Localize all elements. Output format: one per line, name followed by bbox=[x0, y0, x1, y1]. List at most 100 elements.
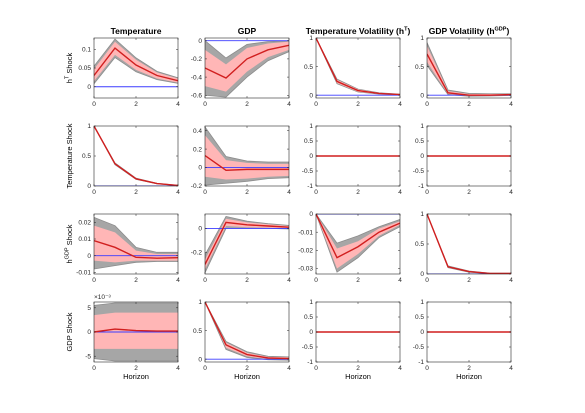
y-tick-label: -0.5 bbox=[413, 344, 425, 351]
subplot-r1c3: 10.50-0.5-10 2 4 bbox=[413, 123, 513, 196]
median-response-line bbox=[94, 328, 178, 333]
plot-area bbox=[205, 126, 289, 186]
y-tick-label: 0.5 bbox=[415, 241, 424, 248]
x-tick-label: 2 bbox=[134, 277, 138, 284]
y-tick-label: -5 bbox=[85, 353, 91, 360]
x-tick-label: 4 bbox=[176, 101, 180, 108]
gray-credible-band bbox=[316, 38, 400, 96]
x-tick-label: 2 bbox=[467, 277, 471, 284]
pink-credible-band bbox=[205, 41, 289, 92]
title-superscript: T bbox=[404, 27, 408, 33]
median-response-line bbox=[205, 154, 289, 172]
y-tick-label: 0 bbox=[198, 38, 202, 45]
x-tick-label: 2 bbox=[245, 277, 249, 284]
x-tick-label: 2 bbox=[134, 365, 138, 372]
y-tick-label: -0.6 bbox=[191, 92, 203, 99]
title-end: ) bbox=[407, 26, 410, 36]
y-tick-label: -0.4 bbox=[191, 74, 203, 81]
y-tick-label: -0.5 bbox=[413, 168, 425, 175]
gray-credible-band bbox=[427, 214, 511, 274]
gray-credible-band bbox=[205, 302, 289, 361]
y-tick-label: 1 bbox=[420, 299, 424, 306]
x-tick-label: 2 bbox=[467, 365, 471, 372]
x-tick-label: 0 bbox=[425, 365, 429, 372]
x-tick-label: 4 bbox=[398, 101, 402, 108]
x-tick-label: 2 bbox=[134, 189, 138, 196]
x-tick-label: 0 bbox=[314, 101, 318, 108]
median-response-line bbox=[94, 239, 178, 259]
x-tick-label: 0 bbox=[425, 189, 429, 196]
y-tick-label: 0 bbox=[309, 329, 313, 336]
x-tick-label: 4 bbox=[287, 277, 291, 284]
x-tick-label: 0 bbox=[314, 365, 318, 372]
x-tick-label: 0 bbox=[92, 365, 96, 372]
median-response-line bbox=[94, 126, 178, 186]
x-tick-label: 4 bbox=[509, 365, 513, 372]
subplot-r0c2: 0 0.5 1 0 2 4 Temperature Volatility (hT) bbox=[304, 26, 411, 108]
axes-box bbox=[93, 125, 179, 187]
pink-credible-band bbox=[205, 135, 289, 180]
y-tick-label: 1 bbox=[309, 123, 313, 130]
y-tick-label: -1 bbox=[418, 359, 424, 366]
y-tick-label: 0 bbox=[309, 153, 313, 160]
title-main: Temperature Volatility (h bbox=[306, 26, 404, 36]
row-label: Temperature Shock bbox=[65, 123, 74, 188]
title-end: ) bbox=[506, 26, 509, 36]
y-tick-label: 1 bbox=[309, 299, 313, 306]
row-label-main: h bbox=[65, 79, 74, 83]
y-tick-label: 0.5 bbox=[82, 153, 91, 160]
x-tick-label: 4 bbox=[287, 101, 291, 108]
title-superscript: GDP bbox=[495, 27, 507, 33]
pink-credible-band bbox=[427, 214, 511, 274]
x-tick-label: 4 bbox=[176, 189, 180, 196]
subplot-r1c2: 10.50-0.5-10 2 4 bbox=[302, 123, 402, 196]
y-tick-label: -1 bbox=[307, 183, 313, 190]
median-response-line bbox=[427, 53, 511, 96]
y-tick-label: 0 bbox=[198, 165, 202, 172]
x-tick-label: 0 bbox=[203, 101, 207, 108]
x-tick-label: 4 bbox=[287, 365, 291, 372]
row-label: hGDP Shock bbox=[65, 224, 75, 263]
y-tick-label: 0.5 bbox=[304, 64, 313, 71]
median-response-line bbox=[316, 38, 400, 96]
x-tick-label: 0 bbox=[425, 101, 429, 108]
y-tick-label: 0.5 bbox=[304, 314, 313, 321]
x-tick-label: 4 bbox=[398, 365, 402, 372]
plot-area bbox=[94, 38, 178, 88]
subplot-r2c3: 1 0.5 00 2 4 bbox=[415, 211, 513, 284]
subplot-title: Temperature Volatility (hT) bbox=[306, 26, 411, 36]
x-tick-label: 0 bbox=[92, 189, 96, 196]
median-response-line bbox=[316, 214, 400, 259]
y-tick-label: 0.5 bbox=[415, 314, 424, 321]
y-tick-label: -0.01 bbox=[76, 270, 91, 277]
y-tick-label: -1 bbox=[307, 359, 313, 366]
x-axis-label: Horizon bbox=[123, 372, 149, 381]
y-tick-label: -0.5 bbox=[302, 344, 314, 351]
subplot-r2c2: 0-0.01-0.02-0.030 2 4 bbox=[298, 211, 402, 284]
pink-credible-band bbox=[316, 214, 400, 269]
y-tick-label: -0.02 bbox=[298, 248, 313, 255]
y-tick-label: 0 bbox=[198, 226, 202, 233]
y-tick-label: 0 bbox=[309, 92, 313, 99]
subplot-r2c1: 0 -0.2 0 2 4 bbox=[191, 213, 291, 284]
y-tick-label: 0 bbox=[87, 329, 91, 336]
x-tick-label: 4 bbox=[509, 277, 513, 284]
median-response-line bbox=[205, 44, 289, 79]
y-tick-label: 1 bbox=[87, 123, 91, 130]
row-label-main: h bbox=[65, 259, 74, 263]
gray-credible-band bbox=[94, 126, 178, 186]
row-label: GDP Shock bbox=[65, 312, 74, 351]
x-tick-label: 2 bbox=[467, 189, 471, 196]
plot-area bbox=[427, 214, 511, 274]
x-tick-label: 0 bbox=[92, 101, 96, 108]
plot-area bbox=[94, 126, 178, 186]
x-tick-label: 0 bbox=[425, 277, 429, 284]
y-tick-label: 0 bbox=[309, 211, 313, 218]
y-tick-label: 1 bbox=[309, 35, 313, 42]
plot-area bbox=[205, 302, 289, 361]
y-tick-label: -0.2 bbox=[191, 56, 203, 63]
